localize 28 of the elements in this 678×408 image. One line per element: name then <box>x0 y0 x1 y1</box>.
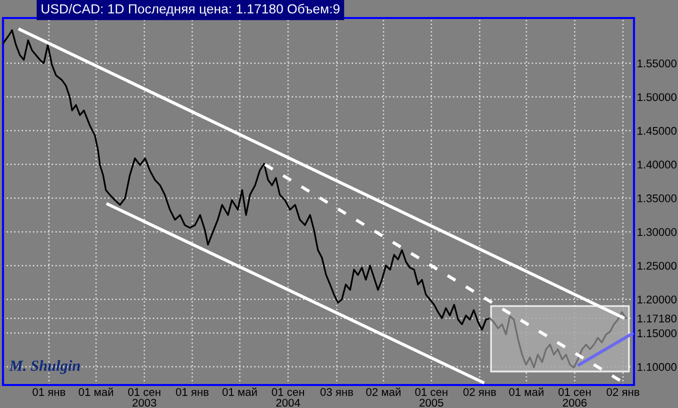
y-tick-label: 1.35000 <box>638 194 677 202</box>
line-series <box>489 311 627 368</box>
x-tick-label: 01 май <box>509 388 544 396</box>
y-tick-label: 1.50000 <box>638 93 677 102</box>
y-tick-label: 1.55000 <box>638 59 677 68</box>
x-tick-label: 02 янв <box>463 388 496 396</box>
line-series <box>3 29 491 331</box>
x-tick-label: 01 сен 2005 <box>415 388 448 407</box>
y-tick-label: 1.17180 <box>638 314 677 322</box>
x-tick-label: 03 янв <box>320 388 354 396</box>
x-tick-label: 01 сен 2006 <box>558 388 591 407</box>
y-tick-label: 1.15000 <box>638 329 677 338</box>
x-tick-label: 01 май <box>222 388 257 396</box>
x-tick-label: 01 янв <box>32 388 66 396</box>
y-tick-label: 1.25000 <box>638 262 677 270</box>
x-tick-label: 02 янв <box>606 388 640 396</box>
x-tick-label: 01 май <box>78 388 114 396</box>
y-tick-label: 1.40000 <box>638 160 677 169</box>
x-tick-label: 01 сен 2003 <box>128 388 160 407</box>
y-tick-label: 1.45000 <box>638 126 677 135</box>
x-tick-label: 01 сен 2004 <box>272 388 304 407</box>
y-tick-label: 1.30000 <box>638 228 677 236</box>
x-tick-label: 01 янв <box>176 388 209 396</box>
x-tick-label: 02 май <box>366 388 400 396</box>
annotation: M. Shulgin <box>9 360 80 374</box>
chart-title: USD/CAD: 1D Последняя цена: 1.17180 Объем:9 <box>42 4 340 16</box>
y-tick-label: 1.20000 <box>638 296 677 304</box>
y-tick-label: 1.10000 <box>638 363 677 371</box>
